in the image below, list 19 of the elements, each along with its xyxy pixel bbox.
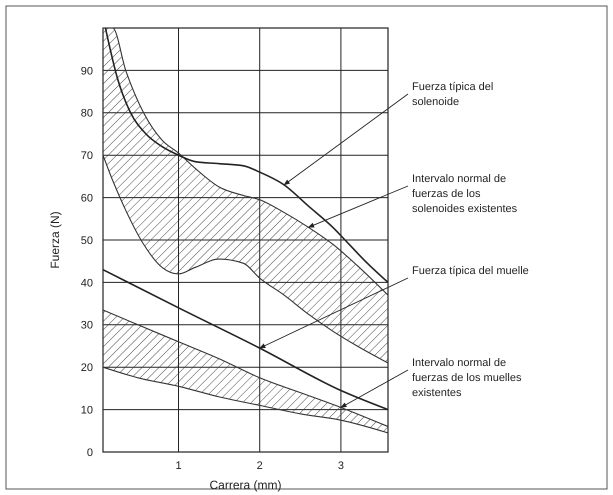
y-tick-label: 60 (80, 192, 93, 204)
annotation: Intervalo normal de fuerzas de los solenoides existentes (412, 173, 518, 215)
y-tick-label: 90 (80, 65, 93, 78)
annotation: Fuerza típica del solenoide (412, 81, 494, 108)
y-tick-label: 80 (80, 108, 93, 120)
y-tick-label: 10 (80, 404, 93, 416)
y-tick-label: 0 (86, 446, 93, 459)
y-tick-label: 40 (80, 277, 93, 290)
y-tick-label: 30 (80, 320, 93, 332)
y-tick-label: 50 (80, 234, 93, 247)
annotation: Intervalo normal de fuerzas de los muelles existentes (412, 357, 522, 399)
y-tick-label: 20 (80, 362, 93, 374)
y-tick-label: 70 (80, 150, 93, 162)
y-axis-title: Fuerza (N) (48, 211, 62, 269)
x-axis-title: Carrera (mm) (210, 478, 282, 492)
x-tick-label: 3 (338, 460, 344, 472)
x-tick-label: 2 (256, 460, 263, 472)
x-tick-label: 1 (175, 460, 182, 472)
annotation: Fuerza típica del muelle (412, 265, 529, 277)
